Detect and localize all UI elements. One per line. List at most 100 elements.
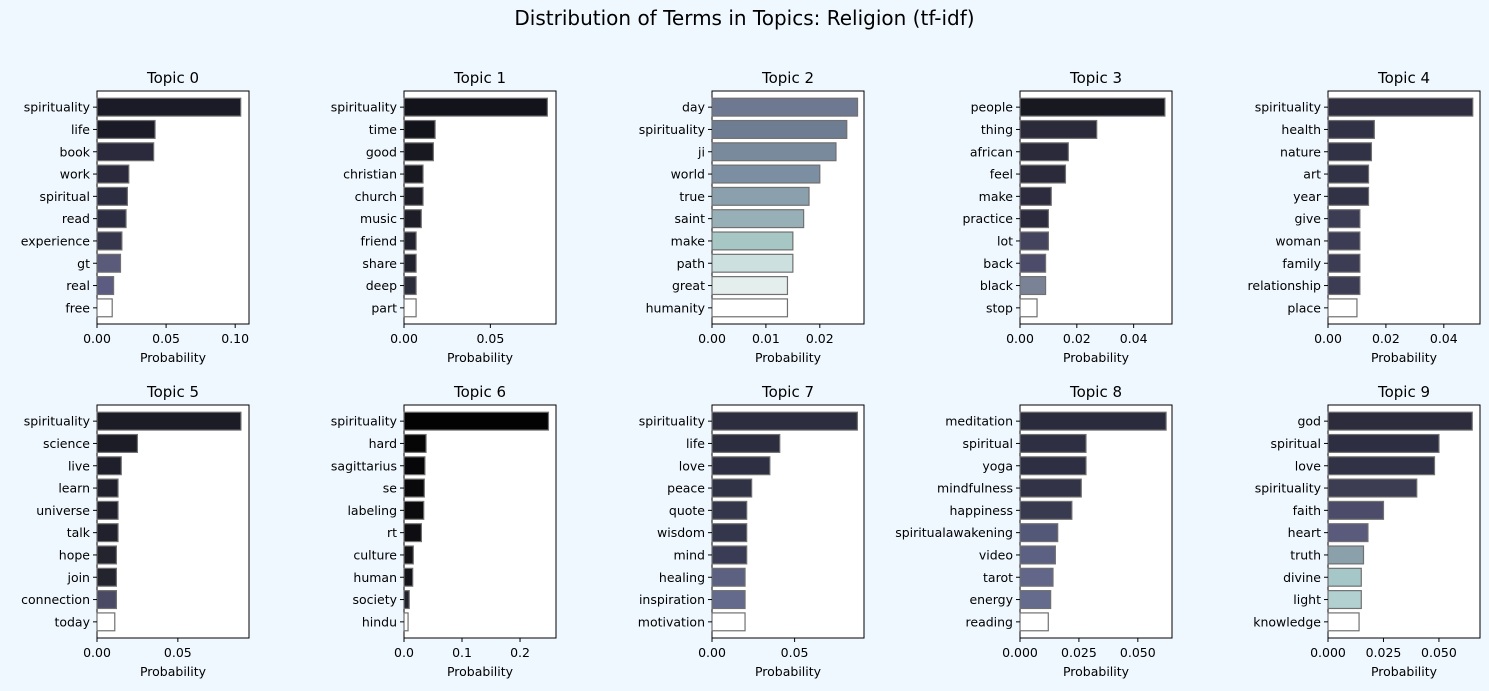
bar xyxy=(403,523,423,543)
bar xyxy=(96,433,139,453)
y-tick-label: hard xyxy=(369,436,397,451)
bar xyxy=(1327,523,1369,543)
y-tick-label: free xyxy=(65,300,90,315)
bar xyxy=(711,500,748,520)
y-tick-label: hindu xyxy=(362,614,397,629)
y-tick-label: stop xyxy=(986,300,1013,315)
bar xyxy=(711,186,810,206)
bar xyxy=(1327,500,1385,520)
x-tick-label: 0.1 xyxy=(452,645,472,660)
y-tick-label: life xyxy=(71,122,90,137)
bar xyxy=(1019,433,1087,453)
subplot-title: Topic 9 xyxy=(1377,383,1430,401)
y-tick-label: health xyxy=(1281,122,1321,137)
bar xyxy=(711,411,858,431)
y-tick-label: back xyxy=(983,256,1013,271)
bar xyxy=(711,142,837,162)
y-tick-label: spirituality xyxy=(1255,100,1322,115)
bar xyxy=(96,164,130,184)
x-tick-label: 0.00 xyxy=(83,331,111,346)
subplot-title: Topic 2 xyxy=(761,69,814,87)
bar xyxy=(711,523,748,543)
axes-frame xyxy=(403,404,557,639)
y-tick-label: christian xyxy=(343,167,397,182)
bar xyxy=(403,164,424,184)
bar xyxy=(1019,545,1056,565)
bar xyxy=(403,500,425,520)
y-tick-label: god xyxy=(1297,414,1321,429)
subplot-topic-7: Topic 7 spirituality life love peace quote wis… xyxy=(638,383,865,679)
bar xyxy=(1019,231,1050,251)
bar xyxy=(711,119,848,139)
bar xyxy=(403,590,410,610)
x-axis-label: Probability xyxy=(447,664,514,679)
bar xyxy=(711,164,821,184)
y-tick-label: culture xyxy=(353,547,397,562)
x-axis-label: Probability xyxy=(140,664,207,679)
subplot-topic-6: Topic 6 spirituality hard sagittarius se labe… xyxy=(331,383,557,679)
y-tick-label: day xyxy=(682,100,706,115)
y-tick-label: knowledge xyxy=(1253,614,1321,629)
bar xyxy=(711,97,859,117)
y-tick-label: life xyxy=(686,436,705,451)
y-tick-label: love xyxy=(1295,458,1322,473)
bar xyxy=(1327,433,1440,453)
y-tick-label: connection xyxy=(21,592,90,607)
bar xyxy=(711,231,794,251)
y-tick-label: labeling xyxy=(347,503,397,518)
bar xyxy=(96,545,118,565)
y-tick-label: mindfulness xyxy=(937,481,1013,496)
x-tick-label: 0.04 xyxy=(1120,331,1148,346)
bar xyxy=(1019,209,1050,229)
y-tick-label: book xyxy=(60,144,91,159)
bar xyxy=(96,209,127,229)
bar xyxy=(96,478,119,498)
x-tick-label: 0.025 xyxy=(1366,645,1402,660)
x-tick-label: 0.00 xyxy=(698,331,726,346)
bar xyxy=(1327,545,1365,565)
bar xyxy=(1327,209,1361,229)
subplot-topic-3: Topic 3 people thing african feel make practic… xyxy=(962,69,1173,365)
bar xyxy=(711,276,789,296)
bar xyxy=(96,456,122,476)
bar xyxy=(1019,411,1167,431)
bar xyxy=(1327,456,1436,476)
bar xyxy=(1327,567,1362,587)
x-axis-label: Probability xyxy=(1371,350,1438,365)
y-tick-label: talk xyxy=(67,525,91,540)
bar xyxy=(96,97,242,117)
y-tick-label: live xyxy=(68,458,90,473)
bar xyxy=(1327,298,1358,318)
x-axis-label: Probability xyxy=(755,350,822,365)
y-tick-label: relationship xyxy=(1248,278,1322,293)
bar xyxy=(403,142,434,162)
bar xyxy=(96,500,119,520)
bar xyxy=(711,253,794,273)
subplot-topic-0: Topic 0 spirituality life book work spiritual… xyxy=(21,69,250,365)
bar xyxy=(96,590,118,610)
bar xyxy=(403,231,417,251)
y-tick-label: hope xyxy=(59,547,91,562)
x-tick-label: 0.025 xyxy=(1061,645,1097,660)
subplot-title: Topic 5 xyxy=(146,383,199,401)
x-tick-label: 0.00 xyxy=(390,331,418,346)
bar xyxy=(96,298,113,318)
bar xyxy=(1327,590,1362,610)
bar xyxy=(711,545,748,565)
x-axis-label: Probability xyxy=(447,350,514,365)
bar xyxy=(711,433,781,453)
x-tick-label: 0.10 xyxy=(221,331,249,346)
bar xyxy=(711,298,789,318)
x-tick-label: 0.05 xyxy=(781,645,809,660)
x-tick-label: 0.0 xyxy=(394,645,414,660)
bar xyxy=(403,612,409,632)
x-axis-label: Probability xyxy=(1063,664,1130,679)
subplot-topic-5: Topic 5 spirituality science live learn unive… xyxy=(21,383,250,679)
bar xyxy=(403,253,417,273)
y-tick-label: meditation xyxy=(945,414,1013,429)
y-tick-label: humanity xyxy=(646,300,706,315)
y-tick-label: society xyxy=(353,592,398,607)
bar xyxy=(1019,298,1038,318)
y-tick-label: share xyxy=(362,256,397,271)
y-tick-label: inspiration xyxy=(639,592,705,607)
